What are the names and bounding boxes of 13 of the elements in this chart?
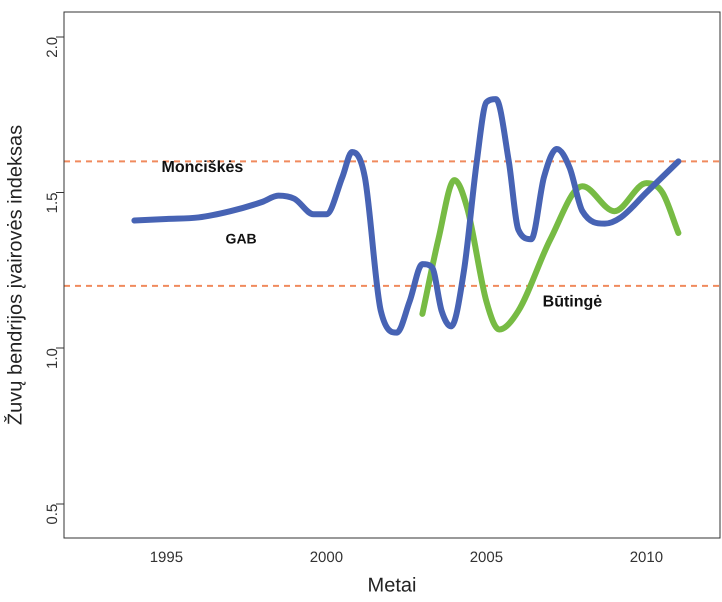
series-label: Būtingė xyxy=(542,293,602,310)
x-tick-label: 1995 xyxy=(150,549,184,566)
annotation: GAB xyxy=(226,230,257,246)
series-label: Monciškės xyxy=(161,158,244,176)
y-tick-label: 0.5 xyxy=(44,504,62,525)
x-tick-label: 2005 xyxy=(470,549,504,566)
y-tick-label: 1.5 xyxy=(44,192,62,214)
y-tick-label: 2.0 xyxy=(44,36,62,58)
x-tick-label: 2010 xyxy=(630,549,664,566)
x-tick-label: 2000 xyxy=(310,549,344,566)
y-axis-title: Žuvų bendrijos įvairovės indeksas xyxy=(4,124,27,426)
y-tick-label: 1.0 xyxy=(44,348,62,369)
x-axis-title: Metai xyxy=(368,574,416,597)
